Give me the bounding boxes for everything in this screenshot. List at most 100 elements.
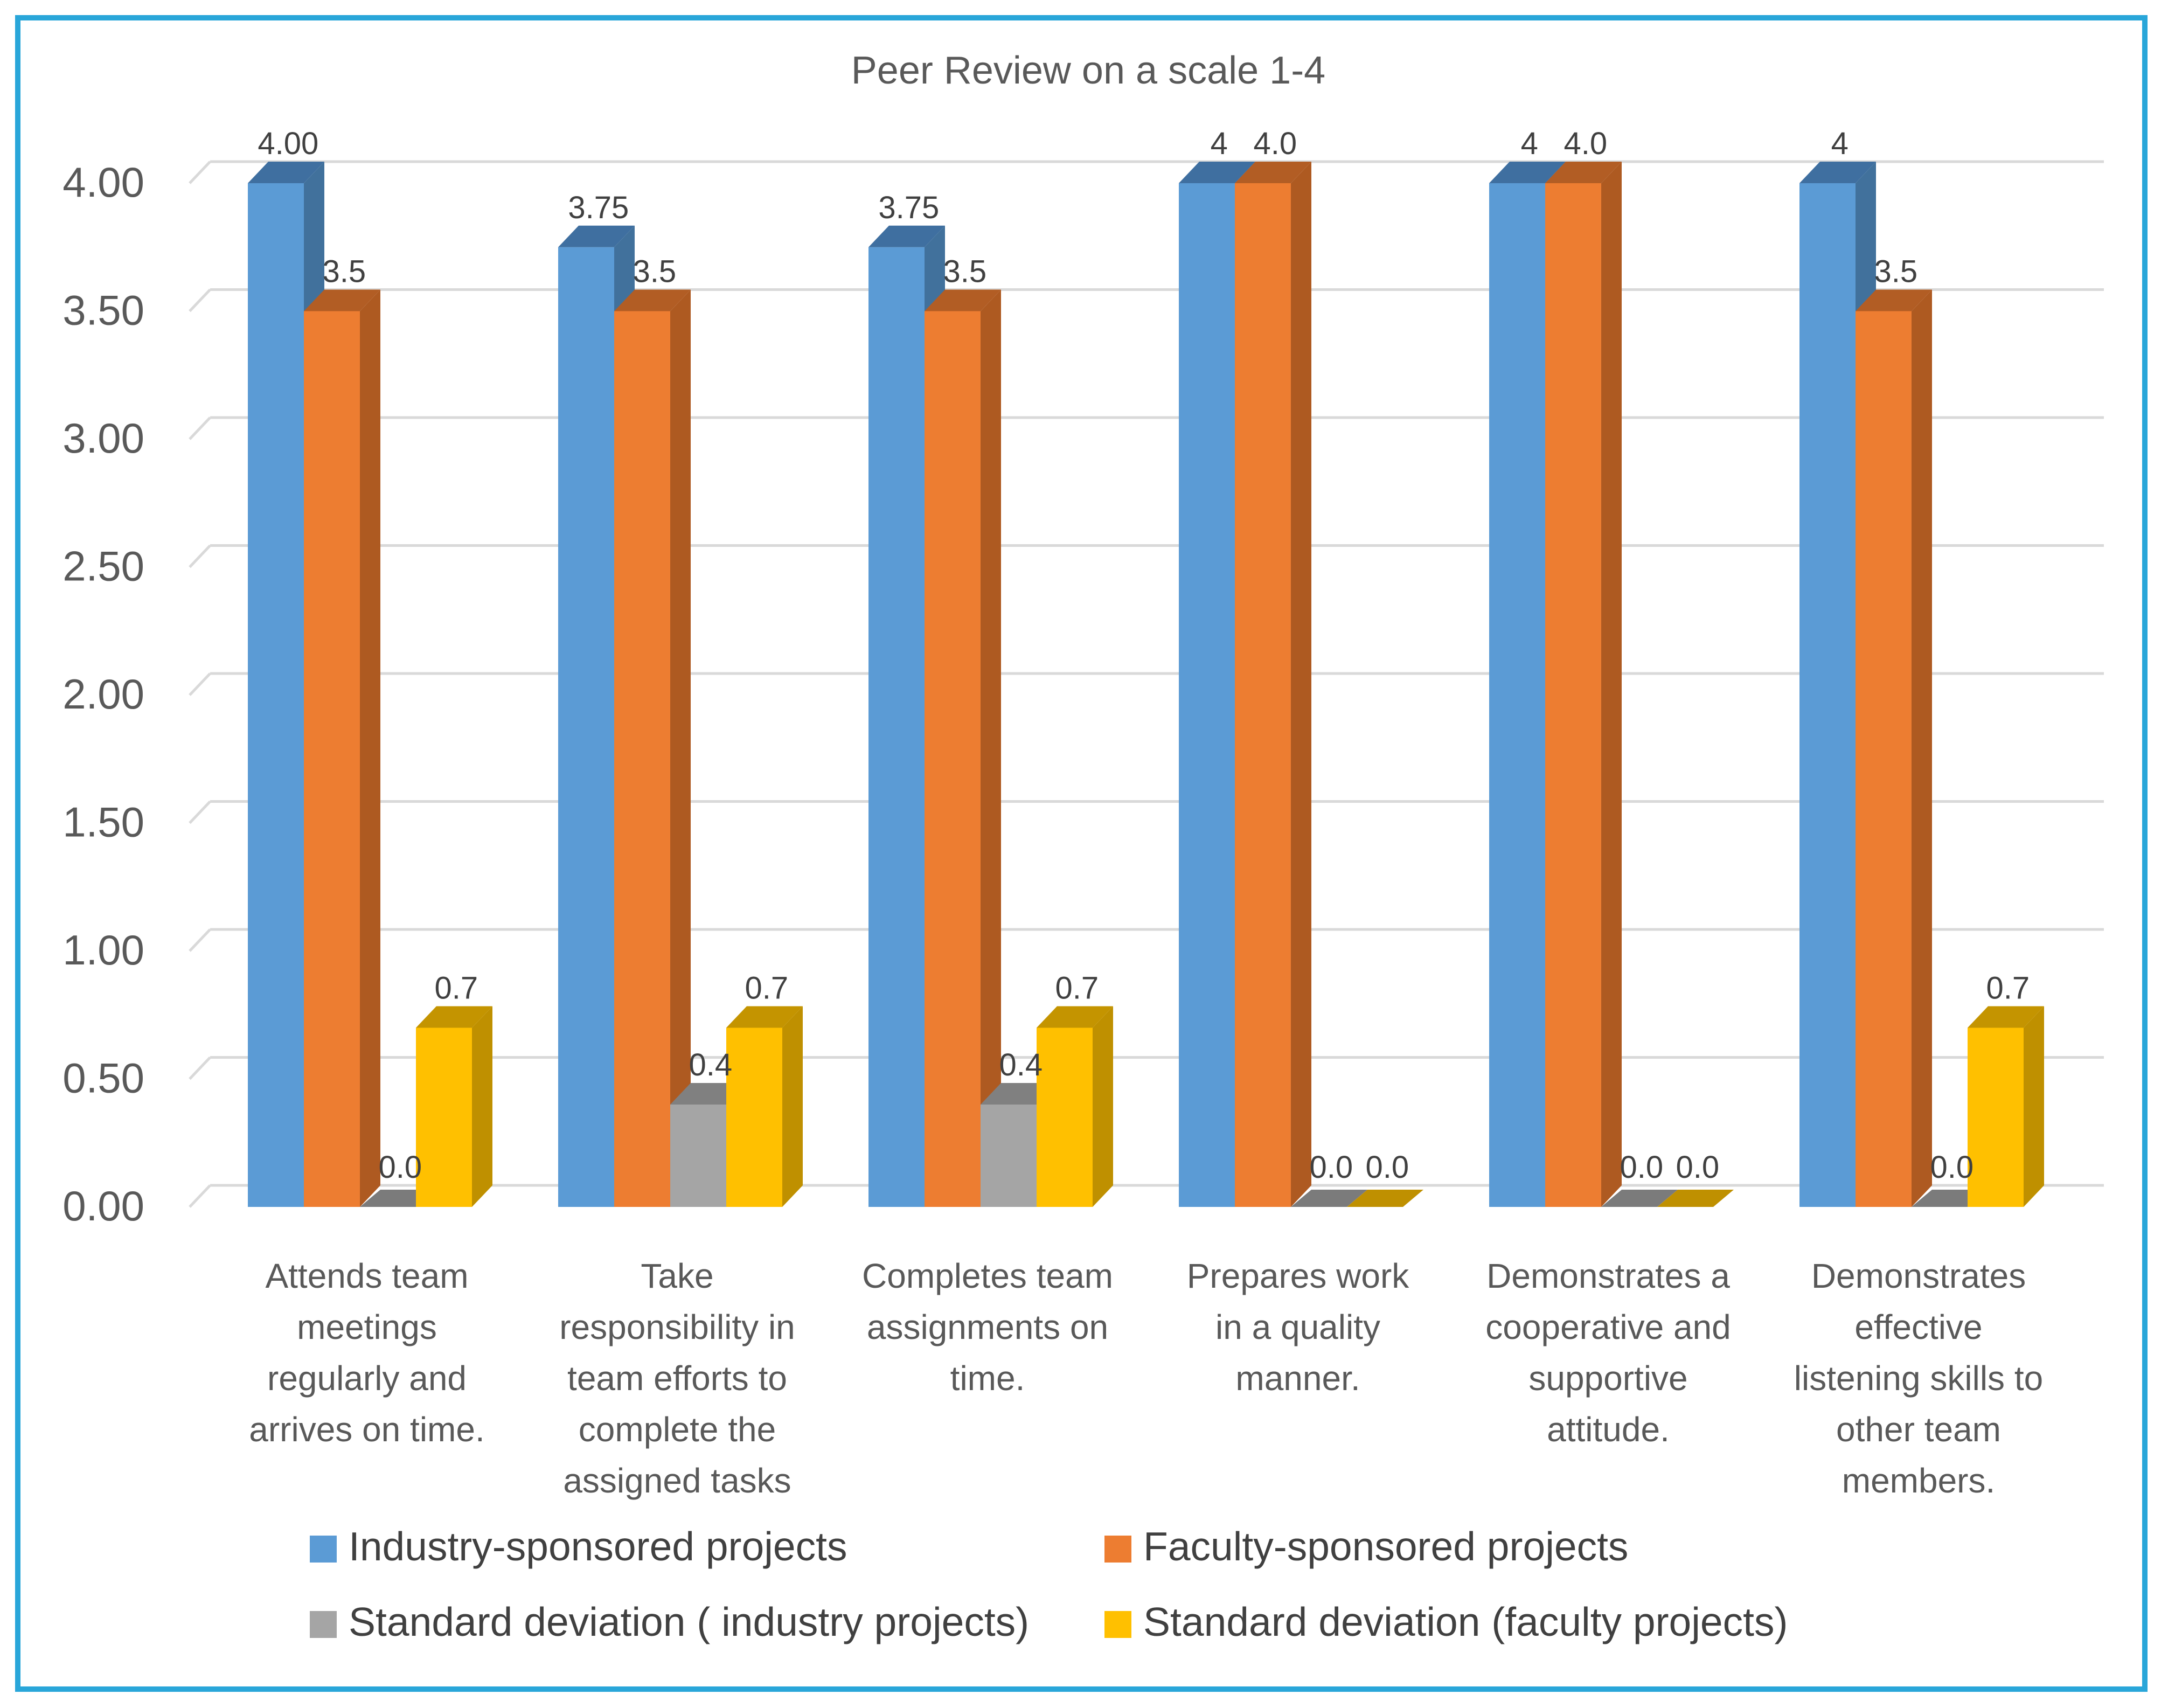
bar-front <box>1799 183 1856 1207</box>
legend-label: Standard deviation (faculty projects) <box>1143 1599 1788 1644</box>
data-label: 3.5 <box>1874 254 1917 289</box>
bar <box>1601 1190 1678 1207</box>
y-tick-label: 1.50 <box>62 799 144 846</box>
bar-top <box>1545 162 1622 183</box>
bar <box>1347 1190 1423 1207</box>
data-label: 0.0 <box>1309 1150 1353 1185</box>
bar-top <box>1799 162 1876 183</box>
bar-front <box>1235 183 1291 1207</box>
bar <box>1037 1006 1113 1207</box>
bar-side <box>670 289 691 1207</box>
data-label: 3.75 <box>568 190 629 225</box>
bar-front <box>248 183 304 1207</box>
bar-side <box>782 1006 803 1207</box>
bar <box>1968 1006 2044 1207</box>
bar-top <box>416 1006 492 1028</box>
legend-swatch <box>1104 1536 1131 1563</box>
bar-front <box>868 247 925 1207</box>
bar-side <box>472 1006 492 1207</box>
bar <box>1291 1190 1367 1207</box>
y-tick-label: 4.00 <box>62 158 144 206</box>
gridline-depth <box>189 288 211 313</box>
bar <box>1657 1190 1734 1207</box>
gridline-depth <box>189 800 211 824</box>
bar-side <box>1912 289 1932 1207</box>
legend-swatch <box>310 1536 337 1563</box>
legend-item: Standard deviation (faculty projects) <box>1104 1599 1788 1644</box>
legend-swatch <box>310 1611 337 1638</box>
bar-front <box>1179 183 1235 1207</box>
x-category-label: Demonstrates a cooperative and supportive a… <box>1485 1256 1731 1449</box>
x-category-label: Attends team meetings regularly and arrives… <box>249 1256 484 1449</box>
bar-top <box>1856 289 1932 311</box>
data-label: 4.0 <box>1253 126 1297 161</box>
bar <box>614 289 691 1207</box>
bar-top <box>726 1006 803 1028</box>
bar <box>925 289 1001 1207</box>
bar-top <box>558 225 635 247</box>
data-label: 0.4 <box>999 1047 1043 1082</box>
gridline-depth <box>189 1184 211 1208</box>
gridline-depth <box>189 544 211 568</box>
y-tick-label: 0.00 <box>62 1182 144 1230</box>
bar-front <box>1489 183 1545 1207</box>
bar-top <box>1179 162 1255 183</box>
bar-front <box>304 311 360 1207</box>
bar-zero-slab <box>1601 1190 1678 1207</box>
bar-front <box>1968 1027 2024 1207</box>
bar <box>1545 162 1622 1207</box>
bar-side <box>2024 1006 2044 1207</box>
bar-front <box>1856 311 1912 1207</box>
bar <box>416 1006 492 1207</box>
bar-front <box>614 311 670 1207</box>
data-label: 4 <box>1831 126 1849 161</box>
bar-zero-slab <box>1347 1190 1423 1207</box>
x-category-label: Prepares work in a quality manner. <box>1187 1256 1410 1398</box>
bar-top <box>1235 162 1311 183</box>
legend-label: Standard deviation ( industry projects) <box>349 1599 1029 1644</box>
data-label: 0.0 <box>1676 1150 1719 1185</box>
bar-side <box>1291 162 1311 1207</box>
bar-side <box>1601 162 1622 1207</box>
data-label: 3.5 <box>322 254 366 289</box>
data-label: 0.7 <box>1055 971 1099 1006</box>
bar-front <box>925 311 981 1207</box>
bar-front <box>726 1027 782 1207</box>
gridline-depth <box>189 1056 211 1080</box>
bar-front <box>1545 183 1601 1207</box>
bar-side <box>360 289 380 1207</box>
data-label: 0.7 <box>434 971 478 1006</box>
bar-top <box>1489 162 1566 183</box>
data-label: 4.00 <box>258 126 318 161</box>
data-label: 3.5 <box>943 254 986 289</box>
bar-side <box>1093 1006 1113 1207</box>
data-label: 0.4 <box>689 1047 732 1082</box>
data-label: 0.7 <box>1986 971 2030 1006</box>
y-tick-label: 3.00 <box>62 414 144 462</box>
gridline-depth <box>189 928 211 952</box>
data-label: 0.0 <box>378 1150 422 1185</box>
y-tick-label: 3.50 <box>62 287 144 334</box>
bar-top <box>925 289 1001 311</box>
bar-front <box>670 1105 726 1207</box>
gridline-depth <box>189 161 211 184</box>
bar <box>304 289 380 1207</box>
data-label: 4 <box>1211 126 1228 161</box>
x-category-label: Completes team assignments on time. <box>862 1256 1113 1398</box>
data-label: 4 <box>1521 126 1538 161</box>
legend-item: Faculty-sponsored projects <box>1104 1524 1628 1569</box>
data-label: 4.0 <box>1564 126 1607 161</box>
bar-top <box>1968 1006 2044 1028</box>
data-label: 0.0 <box>1365 1150 1409 1185</box>
bar-side <box>981 289 1001 1207</box>
chart-title: Peer Review on a scale 1-4 <box>851 49 1325 92</box>
y-tick-label: 2.00 <box>62 670 144 718</box>
gridline-depth <box>189 416 211 440</box>
bar-front <box>416 1027 472 1207</box>
legend-item: Industry-sponsored projects <box>310 1524 847 1569</box>
data-label: 3.5 <box>633 254 676 289</box>
bar-front <box>981 1105 1037 1207</box>
bar-top <box>868 225 945 247</box>
bar <box>1856 289 1932 1207</box>
